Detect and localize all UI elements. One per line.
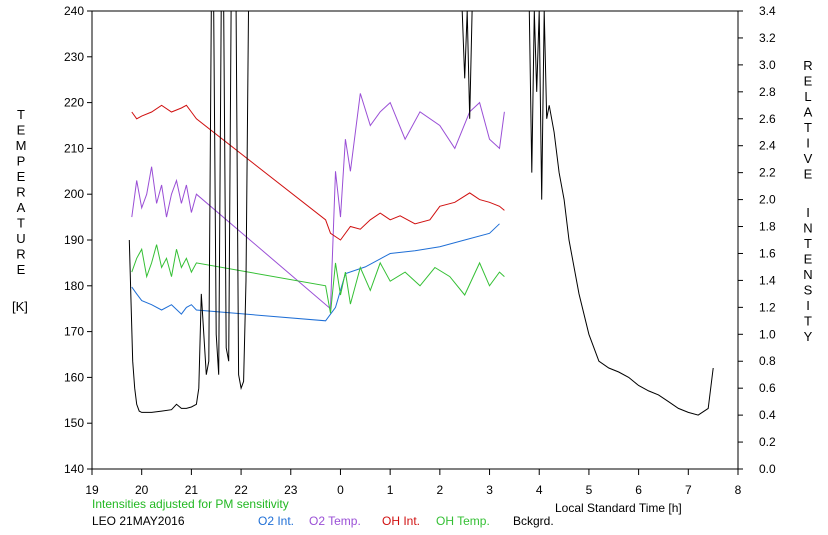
left-tick-label: 230 [64,50,84,64]
right-title-letter: E [804,167,813,182]
right-tick-label: 0.2 [759,435,776,449]
right-title-letter: E [804,74,813,89]
right-title-letter: R [803,58,812,73]
right-title-letter: I [806,298,810,313]
series-o2-int [131,223,500,322]
x-tick-label: 7 [685,483,692,497]
left-tick-label: 200 [64,187,84,201]
right-tick-label: 1.6 [759,246,776,260]
left-tick-label: 210 [64,141,84,155]
left-title-letter: E [17,262,26,277]
left-title-letter: A [17,200,26,215]
left-title-letter: T [17,216,25,231]
legend-entry: OH Temp. [436,514,490,528]
x-tick-label: 3 [486,483,493,497]
x-tick-label: 2 [437,483,444,497]
left-title-letter: P [17,154,26,169]
right-tick-label: 1.4 [759,273,776,287]
x-tick-label: 22 [234,483,248,497]
legend-entry: O2 Int. [258,514,294,528]
x-tick-label: 8 [735,483,742,497]
right-tick-label: 0.6 [759,381,776,395]
right-title-letter: I [806,205,810,220]
left-title-letter: M [16,138,27,153]
x-tick-label: 5 [586,483,593,497]
right-title-letter: S [804,283,813,298]
right-title-letter: N [803,221,812,236]
series-bckgrd [528,10,714,416]
series-layer [128,10,714,416]
right-title-letter: I [806,136,810,151]
left-title-letter: R [16,185,25,200]
left-tick-label: 220 [64,96,84,110]
right-tick-label: 2.2 [759,166,776,180]
left-title-letter: E [17,169,26,184]
right-tick-label: 1.2 [759,300,776,314]
left-tick-label: 190 [64,233,84,247]
right-tick-label: 0.8 [759,354,776,368]
plot-frame [91,10,739,470]
left-title-letter: T [17,107,25,122]
left-axis-unit: [K] [12,299,28,314]
right-title-letter: A [804,105,813,120]
series-o2-temp [131,93,505,310]
x-tick-label: 1 [387,483,394,497]
right-tick-label: 1.8 [759,220,776,234]
x-axis-ticks: 19 20 21 22 23 0 1 2 3 4 5 6 7 8 [85,469,742,497]
series-oh-int [131,104,505,241]
right-title-letter: N [803,267,812,282]
right-title-letter: T [804,314,812,329]
series-oh-temp [131,244,505,314]
left-tick-label: 150 [64,416,84,430]
x-tick-label: 6 [635,483,642,497]
right-tick-label: 0.0 [759,462,776,476]
left-tick-label: 170 [64,325,84,339]
right-tick-label: 3.2 [759,31,776,45]
right-tick-label: 0.4 [759,408,776,422]
left-title-letter: E [17,123,26,138]
left-tick-label: 240 [64,4,84,18]
right-tick-label: 2.0 [759,193,776,207]
left-title-letter: R [16,247,25,262]
x-tick-label: 4 [536,483,543,497]
right-title-letter: L [804,89,811,104]
right-tick-label: 3.0 [759,58,776,72]
legend-entry: O2 Temp. [309,514,361,528]
left-axis-ticks: 140 150 160 170 180 190 200 210 220 230 240 [64,4,92,476]
x-axis-label: Local Standard Time [h] [555,501,682,515]
x-tick-label: 0 [337,483,344,497]
x-tick-label: 21 [185,483,199,497]
right-title-letter: T [804,120,812,135]
sensitivity-note: Intensities adjusted for PM sensitivity [92,497,289,511]
left-tick-label: 160 [64,370,84,384]
legend-entry: OH Int. [382,514,420,528]
x-tick-label: 23 [284,483,298,497]
right-tick-label: 3.4 [759,4,776,18]
right-title-letter: E [804,252,813,267]
series-bckgrd [461,10,473,119]
left-tick-label: 140 [64,462,84,476]
right-tick-label: 2.6 [759,112,776,126]
right-title-letter: T [804,236,812,251]
x-tick-label: 19 [85,483,99,497]
series-bckgrd [128,10,249,413]
legend-entry: Bckgrd. [513,514,554,528]
right-tick-label: 1.0 [759,327,776,341]
right-title-letter: V [804,151,813,166]
right-title-letter: Y [804,329,813,344]
station-label: LEO 21MAY2016 [92,514,185,528]
x-tick-label: 20 [135,483,149,497]
legend: O2 Int. O2 Temp. OH Int. OH Temp. Bckgrd. [258,514,554,528]
right-tick-label: 2.4 [759,139,776,153]
left-tick-label: 180 [64,279,84,293]
left-title-letter: U [16,231,25,246]
right-axis-ticks: 0.0 0.2 0.4 0.6 0.8 1.0 1.2 1.4 1.6 1.8 2.0 2.2 2.4 2… [738,4,776,476]
right-tick-label: 2.8 [759,85,776,99]
